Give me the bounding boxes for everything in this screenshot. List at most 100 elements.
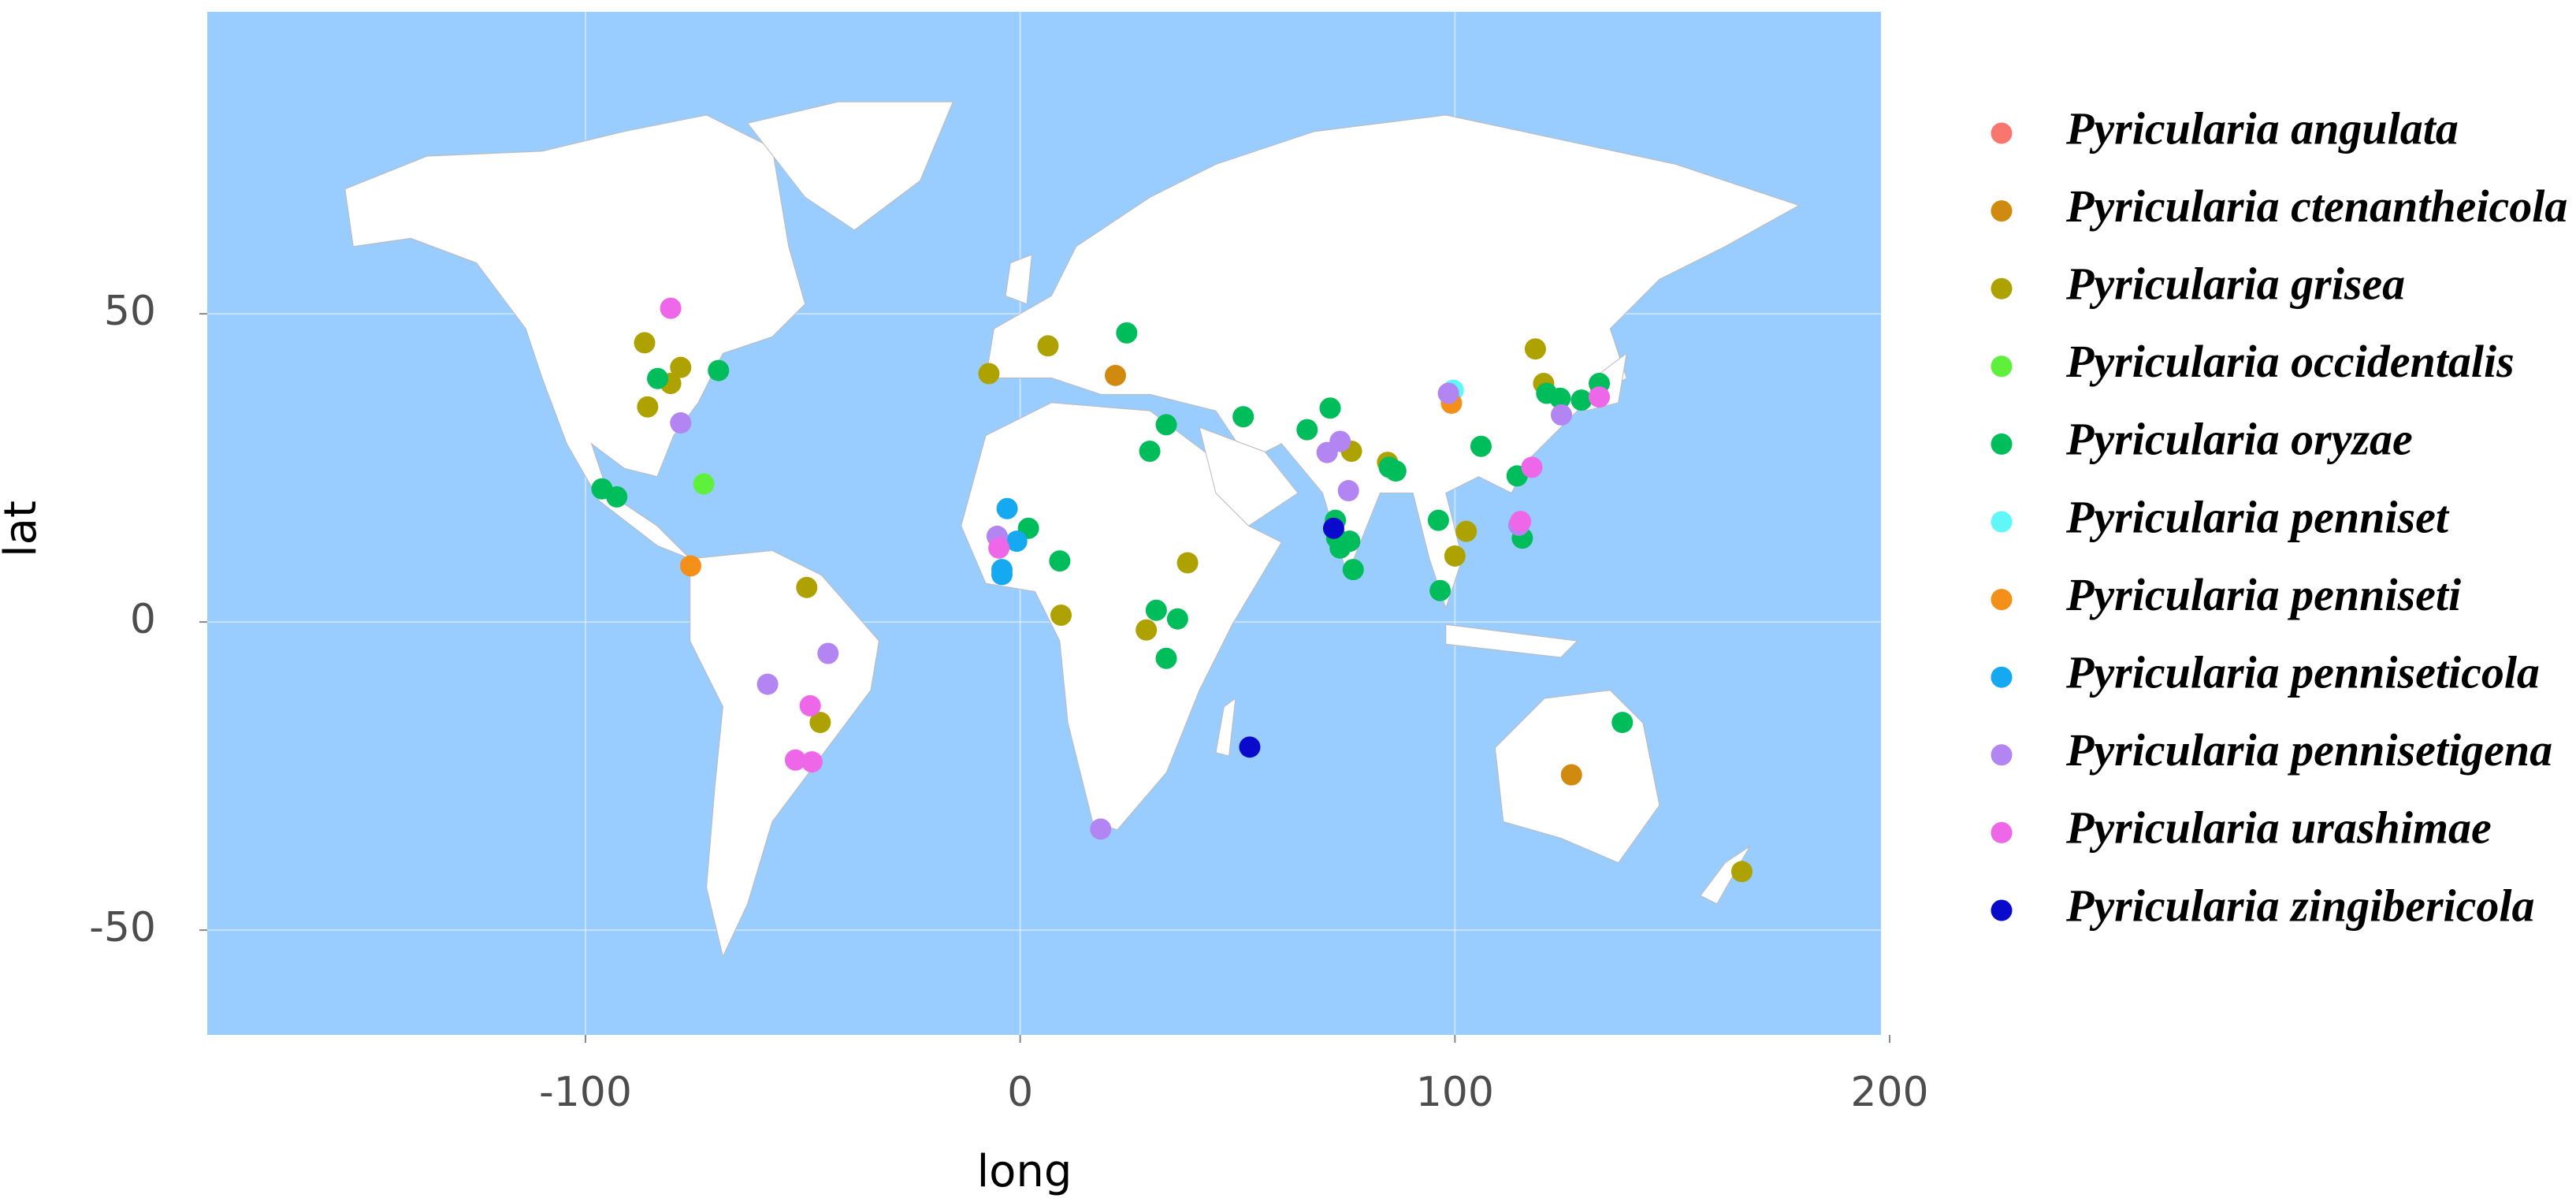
legend-key	[1991, 433, 2013, 455]
point	[1470, 435, 1492, 457]
legend-key	[1991, 122, 2013, 144]
point	[978, 363, 1000, 385]
point	[1549, 387, 1571, 409]
point	[1429, 579, 1452, 601]
y-tick-label: 0	[130, 596, 156, 643]
point	[1521, 456, 1543, 478]
point	[647, 367, 669, 389]
x-tick-label: -100	[539, 1069, 632, 1116]
point	[670, 356, 692, 378]
point	[1155, 414, 1177, 436]
point	[996, 497, 1018, 519]
point	[1319, 397, 1341, 419]
point	[988, 537, 1010, 559]
point	[1329, 430, 1351, 452]
legend-label: Pyricularia grisea	[2065, 259, 2405, 310]
legend-key	[1991, 899, 2013, 921]
point	[756, 673, 779, 695]
new-zealand	[1700, 846, 1750, 905]
britain	[1005, 254, 1032, 305]
point	[1176, 552, 1199, 574]
point	[1322, 517, 1344, 539]
legend-label: Pyricularia urashimae	[2065, 802, 2492, 854]
legend-label: Pyricularia oryzae	[2065, 414, 2413, 465]
point	[679, 555, 701, 577]
point	[1090, 818, 1112, 840]
legend-label: Pyricularia occidentalis	[2065, 336, 2515, 387]
point	[634, 332, 656, 354]
point	[1427, 509, 1449, 531]
legend-label: Pyricularia penniseticola	[2065, 647, 2540, 698]
y-axis-title: lat	[0, 501, 46, 557]
point	[1155, 647, 1177, 669]
x-tick-label: 100	[1416, 1069, 1494, 1116]
legend-key	[1991, 744, 2013, 766]
x-tick-label: 200	[1850, 1069, 1928, 1116]
legend-key	[1991, 355, 2013, 378]
madagascar	[1215, 698, 1236, 757]
legend-key	[1991, 200, 2013, 222]
point	[1339, 530, 1361, 553]
point	[1611, 712, 1634, 734]
legend-label: Pyricularia angulata	[2065, 102, 2459, 154]
point	[1437, 382, 1459, 404]
y-tick-label: -50	[89, 904, 156, 951]
point	[1049, 550, 1071, 572]
point	[1296, 419, 1318, 441]
legend-label: Pyricularia penniset	[2065, 491, 2450, 542]
point	[1589, 386, 1611, 408]
legend-key	[1991, 589, 2013, 611]
north-america	[344, 114, 806, 560]
point	[670, 412, 692, 434]
point	[817, 642, 839, 664]
point	[1455, 520, 1478, 542]
point	[1232, 406, 1255, 428]
point	[606, 486, 628, 508]
point	[1166, 608, 1188, 630]
point	[796, 576, 818, 598]
legend-key	[1991, 821, 2013, 843]
point	[1050, 605, 1072, 627]
point	[799, 694, 821, 716]
arabia	[1199, 426, 1299, 527]
x-axis-title: long	[977, 1146, 1072, 1197]
africa	[961, 402, 1283, 831]
point	[1730, 861, 1753, 883]
point	[784, 749, 806, 771]
legend-label: Pyricularia ctenantheicola	[2065, 180, 2567, 232]
legend-key	[1991, 277, 2013, 300]
legend-key	[1991, 511, 2013, 533]
points	[591, 297, 1753, 883]
point	[693, 473, 715, 495]
point	[1444, 545, 1466, 567]
point	[1385, 460, 1407, 482]
point	[1005, 530, 1028, 553]
point	[660, 297, 682, 319]
legend-label: Pyricularia pennisetigena	[2065, 724, 2552, 776]
legend-key	[1991, 666, 2013, 688]
point	[1139, 441, 1161, 463]
point	[991, 564, 1013, 586]
point	[1560, 764, 1582, 786]
point	[1104, 364, 1126, 386]
point	[1116, 322, 1138, 344]
point	[1037, 335, 1059, 357]
point	[1136, 619, 1158, 641]
point	[809, 712, 831, 734]
point	[1524, 338, 1546, 360]
point	[801, 751, 823, 773]
point	[708, 359, 730, 381]
point	[1337, 480, 1359, 502]
point	[1571, 389, 1593, 411]
point	[1145, 599, 1167, 621]
point	[1342, 559, 1364, 581]
greenland	[746, 101, 954, 231]
indonesia	[1445, 623, 1578, 658]
point	[1239, 736, 1261, 758]
x-tick-label: 0	[1007, 1069, 1033, 1116]
y-tick-label: 50	[104, 288, 156, 335]
point	[1510, 511, 1532, 533]
point	[637, 396, 659, 418]
legend-label: Pyricularia zingibericola	[2065, 880, 2535, 931]
